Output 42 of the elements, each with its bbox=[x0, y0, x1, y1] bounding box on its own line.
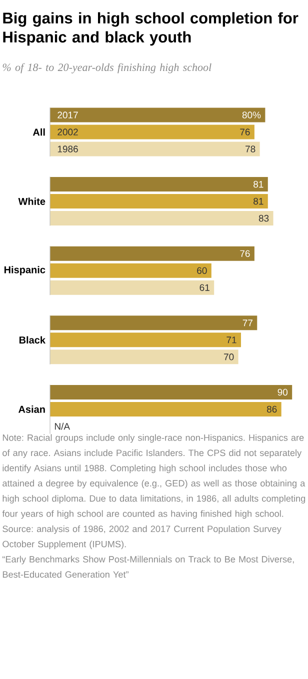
data-label: 78 bbox=[246, 146, 256, 152]
chart-title: Big gains in high school completion for Hispanic and black youth bbox=[3, 12, 298, 46]
data-label: 60 bbox=[197, 267, 207, 274]
chart-subtitle: % of 18- to 20-year-olds finishing high school bbox=[2, 63, 212, 74]
data-label: 86 bbox=[266, 406, 277, 413]
bar bbox=[50, 263, 212, 278]
series-label: 2017 bbox=[58, 112, 78, 118]
bar bbox=[50, 194, 268, 209]
bar bbox=[50, 332, 241, 348]
data-label: 83 bbox=[258, 214, 269, 222]
bar bbox=[50, 402, 282, 416]
y-tick-label: White bbox=[18, 198, 46, 205]
data-label: 80% bbox=[242, 112, 261, 118]
y-tick-label: Hispanic bbox=[4, 266, 46, 276]
data-label: 90 bbox=[278, 388, 288, 396]
text: “Early Benchmarks Show Post-Millennials on Track to Be Most Diverse, Best-Educated Generation Yet” bbox=[2, 556, 294, 578]
annotation: Note: Racial groups include only single-race non-Hispanics. Hispanics are of any race. Asians include Pacific Islanders. The CPS did not separately identify Asians until 1988. Completing high school includes those who attained a degree by equivalence (e.g., GED) as well as those obtaining a high school diploma. Due to data limitations, in 1986, all adults completing four years of high school are counted as having finished high school. bbox=[2, 434, 306, 519]
data-label: 81 bbox=[254, 198, 264, 205]
bar bbox=[50, 142, 260, 156]
data-label: 81 bbox=[254, 180, 264, 188]
bar bbox=[50, 108, 266, 122]
data-label: 76 bbox=[240, 250, 250, 257]
text: N/A bbox=[54, 422, 70, 430]
data-label: 61 bbox=[200, 284, 210, 291]
series-label: 2002 bbox=[58, 128, 78, 136]
data-label: 76 bbox=[240, 128, 250, 136]
data-label: 70 bbox=[224, 354, 234, 360]
bar bbox=[50, 384, 292, 400]
bar bbox=[50, 177, 268, 192]
bar bbox=[50, 280, 214, 295]
bar bbox=[50, 316, 258, 330]
bar bbox=[50, 211, 274, 226]
data-label: 71 bbox=[226, 336, 236, 344]
series-label: 1986 bbox=[58, 146, 78, 152]
y-tick-label: All bbox=[32, 128, 45, 136]
bar bbox=[50, 246, 254, 261]
data-label: 77 bbox=[242, 320, 252, 326]
source-note: Source: analysis of 1986, 2002 and 2017 Current Population Survey October Supplement (IPUMS). bbox=[2, 525, 282, 550]
bar bbox=[50, 124, 254, 140]
bar bbox=[50, 350, 238, 364]
y-tick-label: Black bbox=[19, 336, 46, 344]
y-tick-label: Asian bbox=[18, 406, 45, 413]
